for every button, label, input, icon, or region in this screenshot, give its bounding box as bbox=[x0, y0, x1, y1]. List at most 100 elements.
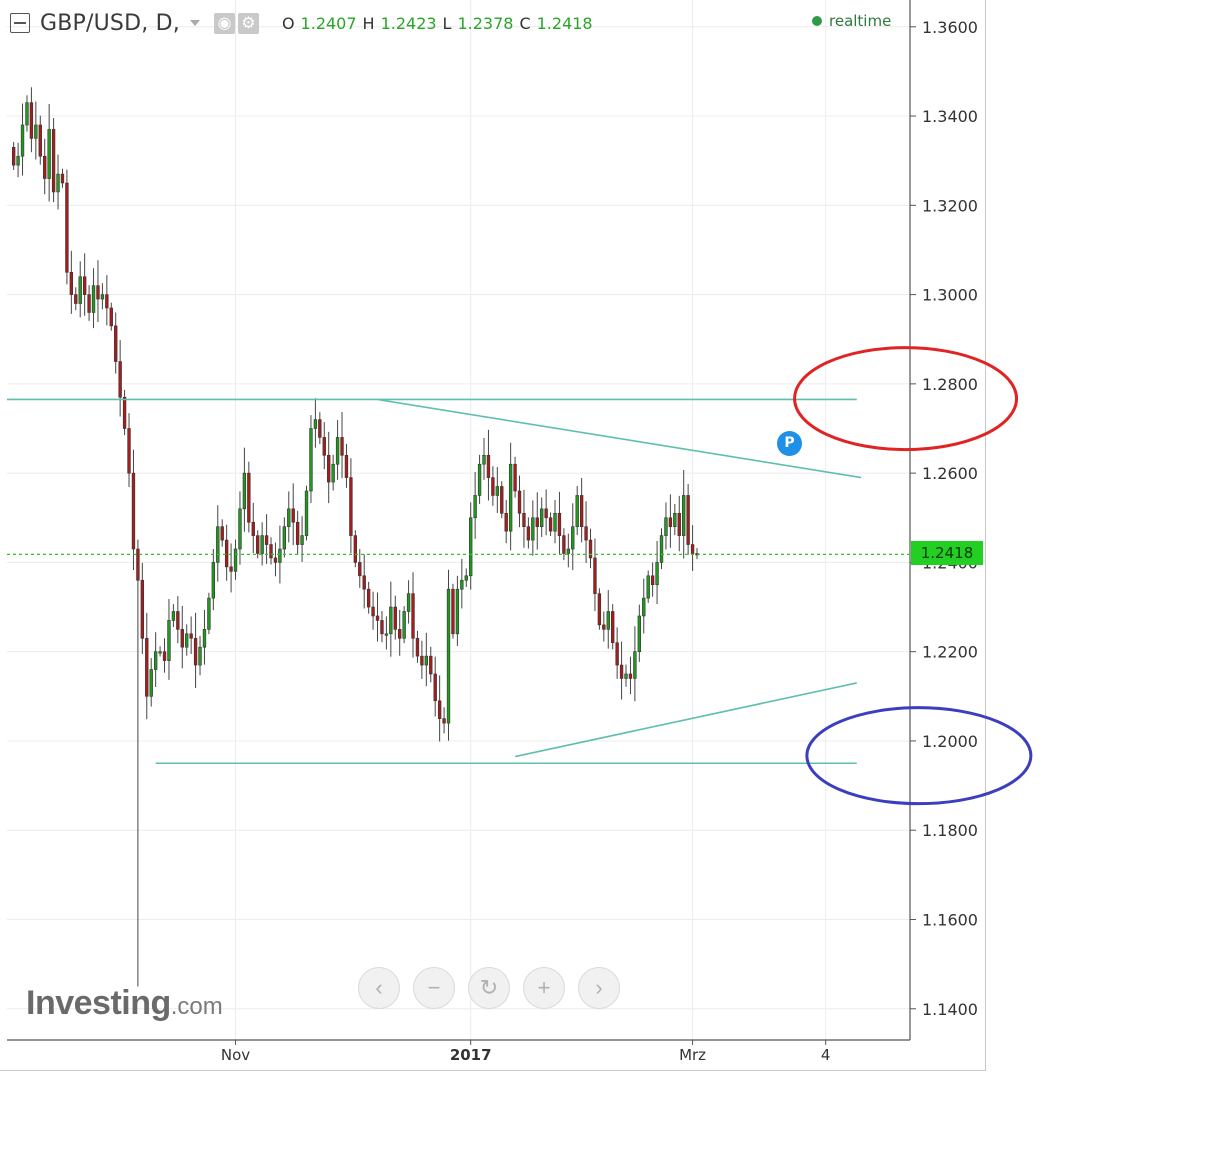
candle-body bbox=[318, 419, 322, 438]
candle-body bbox=[464, 575, 468, 581]
candle-body bbox=[477, 463, 482, 496]
scroll-left-button[interactable]: ‹ bbox=[358, 967, 400, 1009]
low-key: L bbox=[442, 13, 452, 33]
candle-body bbox=[535, 517, 539, 527]
y-tick-label: 1.2600 bbox=[922, 464, 978, 483]
candle-body bbox=[375, 615, 380, 621]
candle-body bbox=[282, 526, 287, 550]
candle-body bbox=[335, 437, 340, 465]
candle-body bbox=[43, 155, 47, 179]
candle-body bbox=[16, 155, 20, 166]
candle-body bbox=[513, 463, 517, 492]
candle-body bbox=[229, 566, 233, 572]
chart-panel[interactable]: 1.3600 1.3400 1.3200 1.3000 1.2800 1.2600 1.24… bbox=[0, 0, 1033, 1071]
candle-body bbox=[500, 486, 504, 514]
candle-body bbox=[118, 361, 122, 398]
candle-body bbox=[162, 651, 167, 661]
candle-body bbox=[269, 544, 273, 559]
candle-body bbox=[624, 673, 628, 679]
chevron-down-icon[interactable] bbox=[189, 20, 200, 26]
candle-body bbox=[402, 611, 406, 639]
candle-body bbox=[682, 495, 686, 536]
candle-body bbox=[517, 490, 522, 514]
candle-body bbox=[109, 307, 113, 327]
candle-body bbox=[105, 294, 109, 309]
y-tick-label: 1.3000 bbox=[922, 286, 978, 305]
candle-body bbox=[180, 629, 184, 648]
candle-body bbox=[504, 513, 508, 532]
candle-body bbox=[233, 548, 238, 572]
close-value: 1.2418 bbox=[536, 13, 593, 33]
candle-body bbox=[87, 294, 91, 313]
scroll-right-button[interactable]: › bbox=[578, 967, 620, 1009]
chart-header: GBP/USD, D, ◉ ⚙ O 1.2407 H 1.2423 L 1.23… bbox=[10, 8, 593, 38]
candle-body bbox=[220, 526, 224, 541]
candle-body bbox=[437, 700, 442, 719]
candle-body bbox=[198, 646, 202, 666]
candle-body bbox=[362, 575, 366, 590]
candle-body bbox=[300, 535, 304, 545]
marker-badge[interactable]: P bbox=[777, 431, 802, 456]
candle-body bbox=[406, 593, 411, 612]
candle-body bbox=[353, 535, 358, 563]
candle-body bbox=[91, 285, 96, 313]
candle-body bbox=[562, 535, 566, 554]
candle-body bbox=[664, 517, 668, 536]
x-tick-label: Mrz bbox=[679, 1046, 706, 1064]
candle-body bbox=[122, 396, 127, 429]
y-tick-label: 1.1600 bbox=[922, 910, 978, 929]
candle-body bbox=[131, 472, 136, 550]
gear-icon[interactable]: ⚙ bbox=[237, 12, 259, 34]
candle-body bbox=[96, 285, 100, 300]
high-value: 1.2423 bbox=[380, 13, 437, 33]
candle-body bbox=[469, 517, 473, 577]
candle-body bbox=[260, 535, 264, 554]
candle-body bbox=[322, 437, 326, 456]
symbol-title[interactable]: GBP/USD, D, bbox=[40, 10, 180, 36]
candle-body bbox=[171, 611, 176, 621]
chevron-right-icon: › bbox=[595, 975, 603, 1000]
candle-body bbox=[544, 508, 548, 519]
candle-body bbox=[690, 544, 695, 554]
candle-body bbox=[495, 486, 500, 496]
candle-body bbox=[659, 535, 664, 563]
candle-body bbox=[380, 620, 384, 635]
candle-body bbox=[650, 575, 655, 586]
candle-body bbox=[287, 508, 291, 527]
reset-icon: ↻ bbox=[479, 975, 499, 1000]
candle-body bbox=[526, 526, 531, 541]
candle-body bbox=[295, 521, 300, 545]
candle-body bbox=[389, 606, 393, 635]
current-price-tag: 1.2418 bbox=[911, 541, 983, 565]
candle-body bbox=[482, 454, 486, 465]
status-dot-icon bbox=[812, 16, 822, 26]
candle-body bbox=[384, 633, 389, 636]
candle-body bbox=[78, 276, 82, 304]
candle-body bbox=[584, 526, 588, 541]
logo-suffix: .com bbox=[170, 993, 223, 1020]
eye-icon[interactable]: ◉ bbox=[213, 12, 235, 34]
reset-zoom-button[interactable]: ↻ bbox=[468, 967, 510, 1009]
candle-body bbox=[207, 597, 211, 630]
candle-body bbox=[74, 294, 78, 304]
candle-body bbox=[548, 517, 553, 532]
y-tick-label: 1.2000 bbox=[922, 732, 978, 751]
candle-body bbox=[114, 325, 118, 362]
candle-body bbox=[167, 620, 171, 661]
candle-body bbox=[566, 548, 570, 554]
candle-body bbox=[451, 588, 455, 635]
candle-body bbox=[371, 606, 375, 617]
candle-body bbox=[20, 124, 25, 157]
candle-body bbox=[460, 579, 464, 590]
candle-body bbox=[65, 182, 69, 273]
candle-body bbox=[633, 651, 637, 679]
candle-body bbox=[597, 593, 602, 626]
zoom-in-button[interactable]: + bbox=[523, 967, 565, 1009]
candle-body bbox=[313, 419, 318, 429]
candle-body bbox=[211, 562, 216, 599]
trend-line bbox=[514, 682, 857, 758]
candle-body bbox=[398, 629, 402, 639]
collapse-icon[interactable] bbox=[10, 13, 30, 33]
zoom-out-button[interactable]: − bbox=[413, 967, 455, 1009]
